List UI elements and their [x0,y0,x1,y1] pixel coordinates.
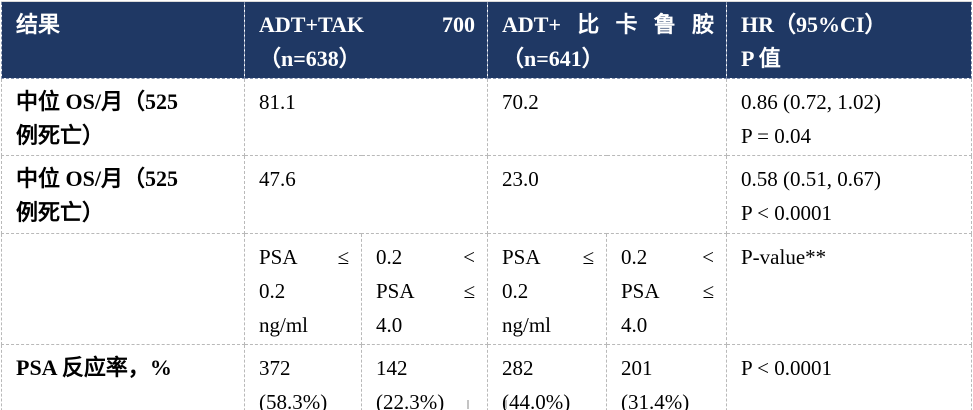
cell-psa-criteria-empty [1,233,245,345]
cell-os2-bic: 23.0 [487,155,727,234]
cell-os1-tak: 81.1 [244,78,488,156]
cell-psa-criteria-bic-mid: 0.2 < PSA ≤4.0 [606,233,727,345]
cell-os1-bic: 70.2 [487,78,727,156]
table-row-psa-response: PSA 反应率，% 372 (58.3%) 142 (22.3%) 282 (44.0… [1,344,972,410]
header-cell-result: 结果 [1,1,245,79]
row-label-median-os-1: 中位 OS/月（525 例死亡） [1,78,245,156]
cell-os1-hr: 0.86 (0.72, 1.02) P = 0.04 [726,78,972,156]
cell-psa-criteria-bic-low: PSA ≤0.2 ng/ml [487,233,607,345]
table-row-median-os-1: 中位 OS/月（525 例死亡） 81.1 70.2 0.86 (0.72, 1.… [1,78,972,156]
bottom-edge-artifact-right [505,400,507,409]
header-cell-hr-pvalue: HR（95%CI） P 值 [726,1,972,79]
cell-os2-hr: 0.58 (0.51, 0.67) P < 0.0001 [726,155,972,234]
cell-psa-response-tak-low: 372 (58.3%) [244,344,362,410]
cell-psa-response-pvalue: P < 0.0001 [726,344,972,410]
table-header-row: 结果 ADT+TAK 700 （n=638） ADT+ 比卡鲁胺（n=641） HR（… [1,1,972,79]
row-label-psa-response: PSA 反应率，% [1,344,245,410]
cell-os2-tak: 47.6 [244,155,488,234]
cell-psa-response-bic-low: 282 (44.0%) [487,344,607,410]
table-row-median-os-2: 中位 OS/月（525 例死亡） 47.6 23.0 0.58 (0.51, 0.… [1,155,972,234]
table-row-psa-criteria: PSA ≤0.2 ng/ml 0.2 < PSA ≤4.0 PSA ≤0.2 ng/ml 0.… [1,233,972,345]
cell-psa-criteria-pvalue-label: P-value** [726,233,972,345]
row-label-median-os-2: 中位 OS/月（525 例死亡） [1,155,245,234]
header-cell-adt-bicalutamide: ADT+ 比卡鲁胺（n=641） [487,1,727,79]
header-cell-adt-tak700: ADT+TAK 700 （n=638） [244,1,488,79]
cell-psa-criteria-tak-mid: 0.2 < PSA ≤4.0 [361,233,488,345]
cell-psa-criteria-tak-low: PSA ≤0.2 ng/ml [244,233,362,345]
cell-psa-response-bic-mid: 201 (31.4%) [606,344,727,410]
bottom-edge-artifact-left [467,400,469,409]
cell-psa-response-tak-mid: 142 (22.3%) [361,344,488,410]
